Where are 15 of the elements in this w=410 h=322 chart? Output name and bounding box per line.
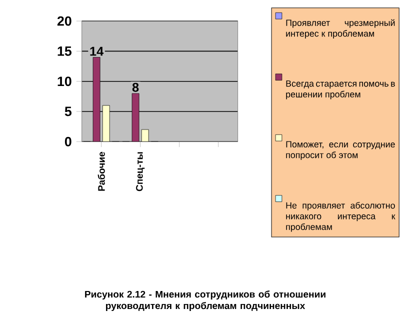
y-tick-label: 5: [64, 106, 72, 116]
legend-label: Поможет, если сотрудние попросит об этом: [286, 140, 395, 160]
legend-label: Всегда старается помочь в решении проблем: [286, 80, 395, 99]
x-tick-label: Рабочие: [98, 152, 105, 191]
y-tick-label: 0: [64, 136, 72, 146]
legend-label: Не проявляет абсолютно никакого интереса к проблемам: [286, 202, 396, 232]
x-tick-label: Спец-ты: [136, 152, 145, 191]
bar: [102, 105, 110, 142]
text: Рисунок 2.12 - Мнения сотрудников об отношении руководителя к проблемам подчиненных: [85, 290, 326, 311]
data-label: 8: [132, 82, 139, 92]
legend-label: Проявляет чрезмерный интерес к проблемам: [286, 19, 395, 38]
y-tick-label: 20: [57, 16, 72, 26]
y-tick-label: 10: [58, 76, 72, 86]
data-label: 14: [90, 46, 104, 56]
y-tick-label: 15: [58, 46, 72, 56]
